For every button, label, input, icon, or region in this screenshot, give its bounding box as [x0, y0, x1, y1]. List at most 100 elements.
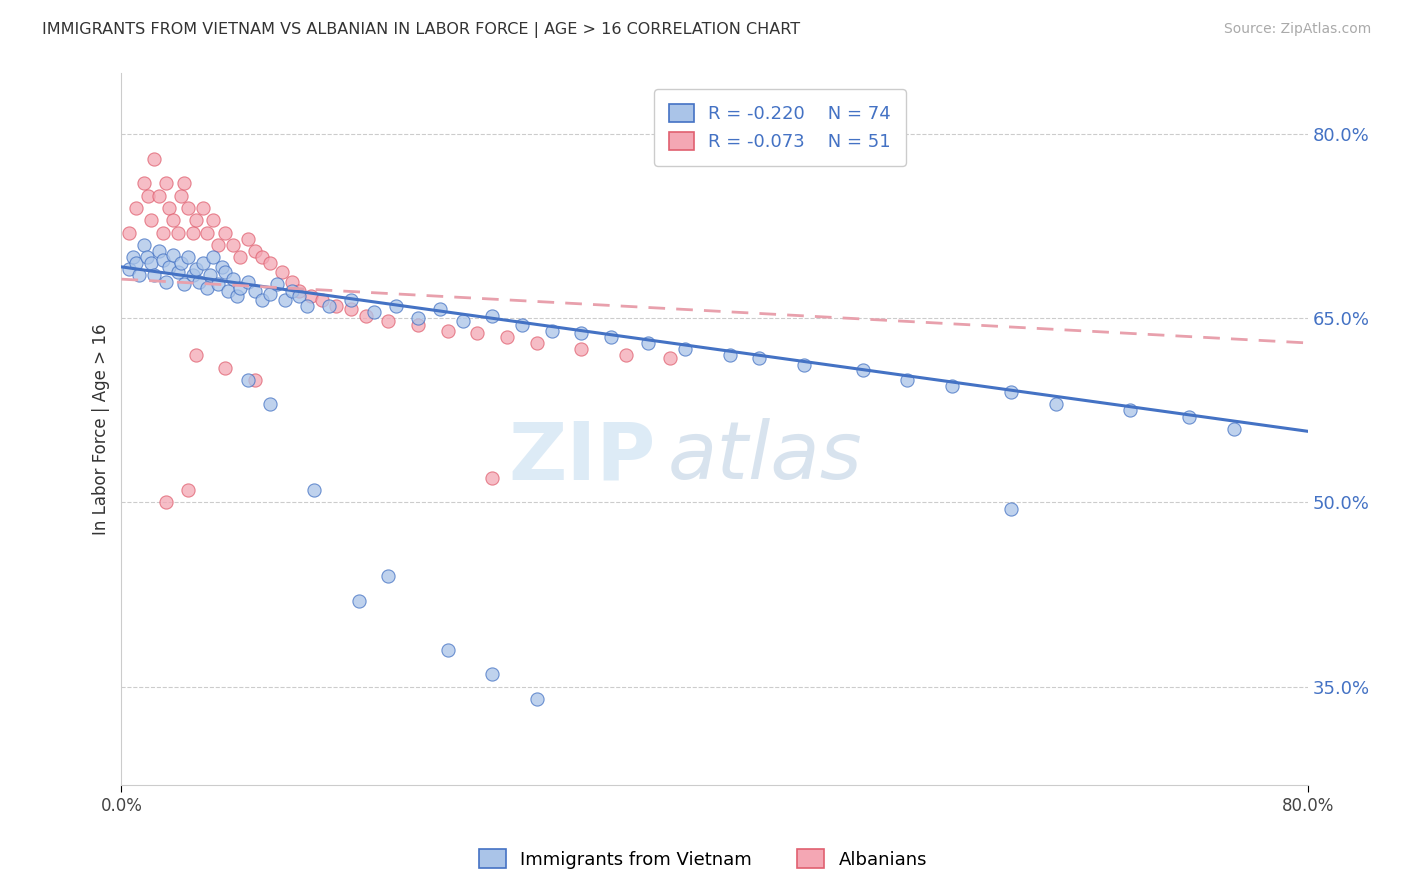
Point [748, 351, 770, 365]
Point [288, 289, 311, 303]
Point [125, 256, 148, 270]
Point [526, 335, 548, 350]
Point [363, 305, 385, 319]
Point [214, 360, 236, 375]
Point [207, 277, 229, 291]
Point [132, 237, 155, 252]
Point [197, 226, 219, 240]
Text: IMMIGRANTS FROM VIETNAM VS ALBANIAN IN LABOR FORCE | AGE > 16 CORRELATION CHART: IMMIGRANTS FROM VIETNAM VS ALBANIAN IN L… [42, 22, 800, 38]
Point [481, 309, 503, 323]
Point [139, 256, 162, 270]
Point [148, 244, 170, 258]
Point [118, 226, 141, 240]
Point [143, 152, 166, 166]
Point [118, 262, 141, 277]
Point [259, 286, 281, 301]
Point [467, 326, 489, 340]
Point [191, 201, 214, 215]
Point [184, 213, 207, 227]
Point [325, 299, 347, 313]
Point [281, 285, 304, 299]
Point [236, 232, 259, 246]
Point [252, 293, 274, 307]
Point [226, 289, 249, 303]
Point [941, 379, 963, 393]
Point [211, 260, 233, 274]
Point [347, 593, 370, 607]
Point [288, 285, 311, 299]
Point [155, 177, 177, 191]
Point [152, 252, 174, 267]
Point [166, 265, 188, 279]
Point [1178, 409, 1201, 424]
Point [202, 213, 225, 227]
Point [187, 275, 209, 289]
Point [481, 471, 503, 485]
Point [614, 348, 637, 362]
Point [259, 397, 281, 411]
Text: ZIP: ZIP [508, 418, 655, 496]
Point [496, 330, 519, 344]
Legend: Immigrants from Vietnam, Albanians: Immigrants from Vietnam, Albanians [471, 842, 935, 876]
Point [793, 358, 815, 372]
Point [236, 373, 259, 387]
Point [197, 281, 219, 295]
Point [540, 324, 562, 338]
Point [243, 244, 266, 258]
Point [673, 342, 696, 356]
Point [340, 301, 363, 316]
Point [139, 213, 162, 227]
Text: Source: ZipAtlas.com: Source: ZipAtlas.com [1223, 22, 1371, 37]
Point [526, 691, 548, 706]
Point [270, 265, 292, 279]
Point [569, 326, 592, 340]
Point [436, 324, 458, 338]
Point [243, 285, 266, 299]
Point [191, 256, 214, 270]
Point [340, 293, 363, 307]
Point [377, 314, 399, 328]
Point [451, 314, 474, 328]
Point [510, 318, 533, 332]
Point [236, 275, 259, 289]
Point [170, 188, 193, 202]
Point [318, 299, 340, 313]
Point [1223, 422, 1246, 436]
Point [385, 299, 408, 313]
Point [266, 277, 288, 291]
Point [128, 268, 150, 283]
Legend: R = -0.220    N = 74, R = -0.073    N = 51: R = -0.220 N = 74, R = -0.073 N = 51 [654, 89, 905, 166]
Point [162, 247, 184, 261]
Point [281, 275, 304, 289]
Point [136, 188, 159, 202]
Point [429, 301, 451, 316]
Point [200, 268, 222, 283]
Point [157, 201, 180, 215]
Point [311, 293, 333, 307]
Point [155, 275, 177, 289]
Point [173, 277, 195, 291]
Point [148, 188, 170, 202]
Point [166, 226, 188, 240]
Point [304, 483, 326, 498]
Point [259, 256, 281, 270]
Point [157, 260, 180, 274]
Point [718, 348, 741, 362]
Point [143, 268, 166, 283]
Point [377, 569, 399, 583]
Point [221, 272, 243, 286]
Point [152, 226, 174, 240]
Point [135, 250, 157, 264]
Point [207, 237, 229, 252]
Point [295, 299, 318, 313]
Point [170, 256, 193, 270]
Point [177, 250, 200, 264]
Point [436, 642, 458, 657]
Point [1045, 397, 1067, 411]
Point [896, 373, 918, 387]
Point [852, 363, 875, 377]
Point [273, 293, 295, 307]
Point [177, 201, 200, 215]
Point [181, 226, 204, 240]
Point [181, 268, 204, 283]
